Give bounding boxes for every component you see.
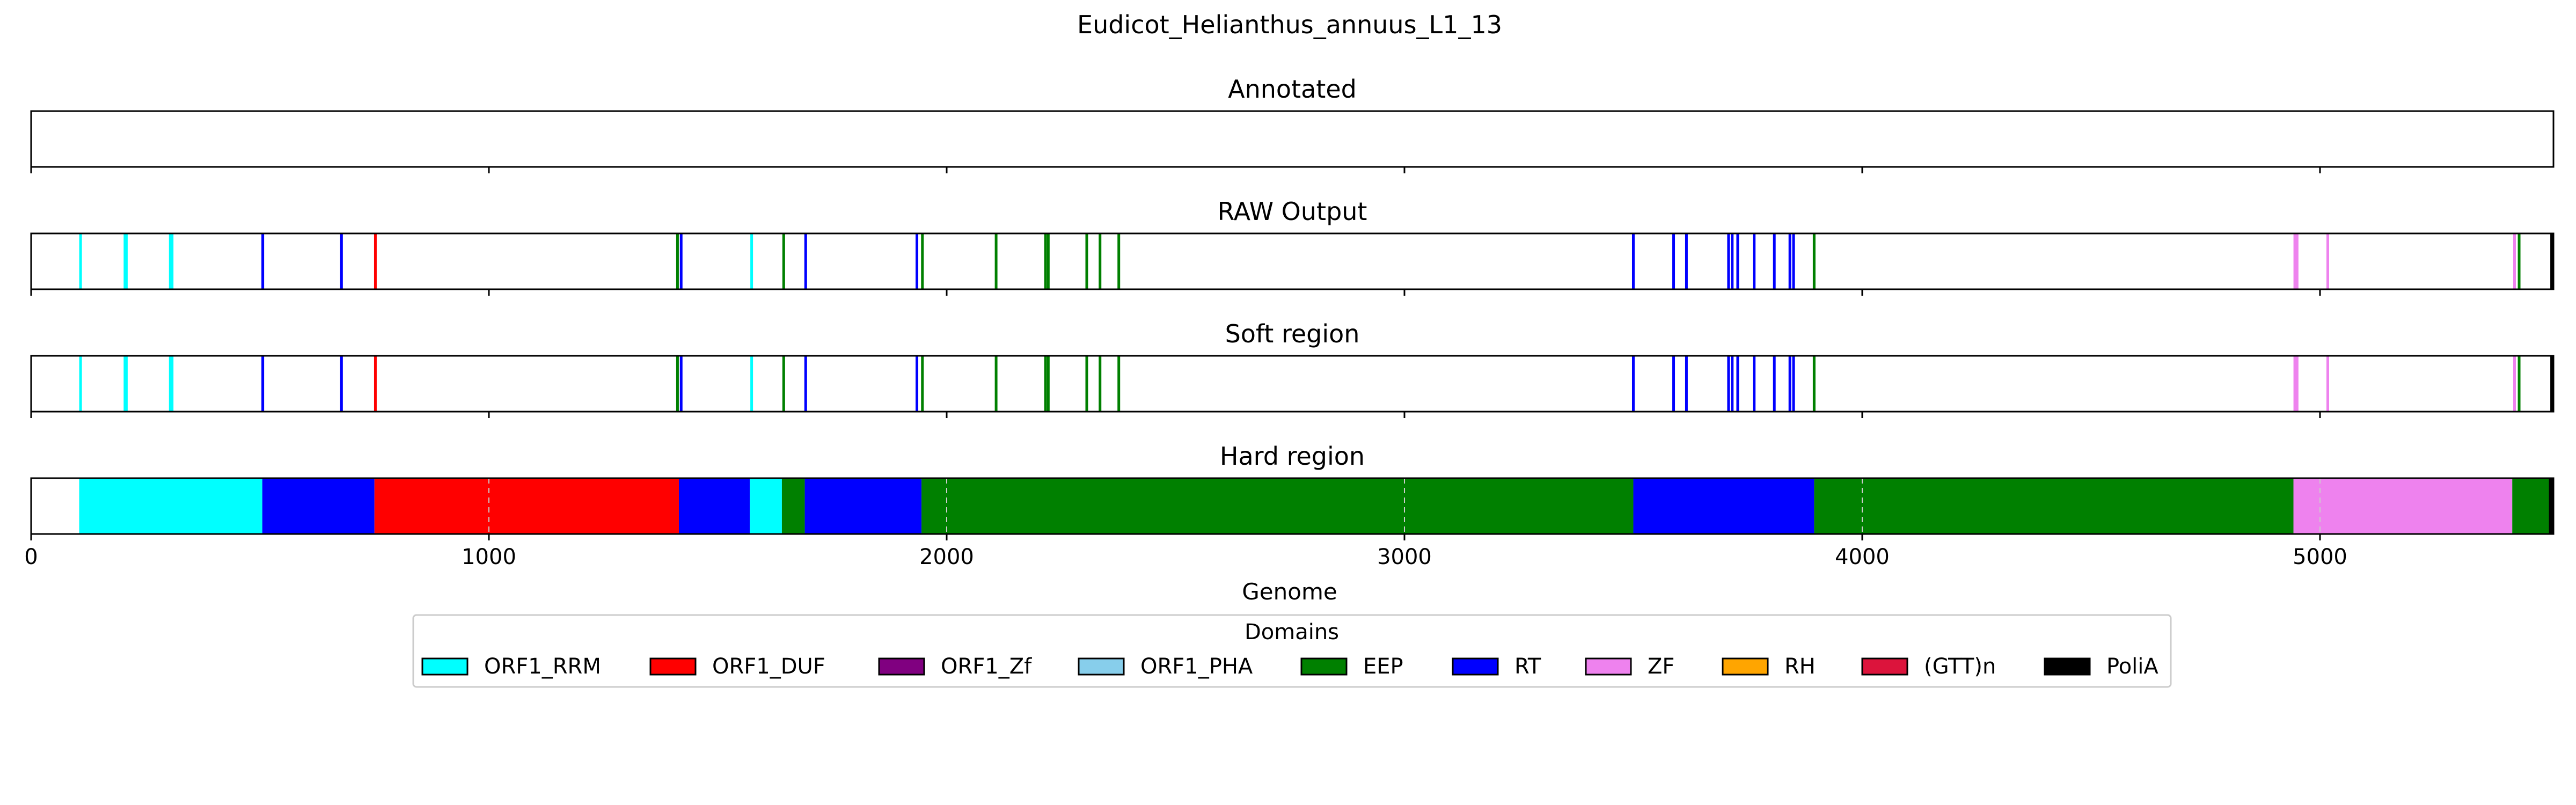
domain-segment bbox=[678, 478, 750, 534]
legend-entry: ORF1_DUF bbox=[649, 654, 825, 679]
legend-swatch bbox=[1861, 657, 1908, 676]
legend-label: EEP bbox=[1363, 654, 1403, 679]
legend-label: ORF1_DUF bbox=[712, 654, 825, 679]
panels-group: Annotated RAW Output Soft region Hard regio… bbox=[30, 75, 2555, 540]
panel-frame bbox=[30, 232, 2555, 290]
legend-entry: ORF1_Zf bbox=[878, 654, 1032, 679]
panel-title: Hard region bbox=[1220, 442, 1365, 471]
domain-segment bbox=[1633, 478, 1814, 534]
domain-segment bbox=[79, 478, 262, 534]
legend-entries: ORF1_RRM ORF1_DUF ORF1_Zf ORF1_PHA EEP RT ZF RH… bbox=[421, 654, 2158, 679]
legend-entry: RH bbox=[1722, 654, 1816, 679]
legend-swatch bbox=[1585, 657, 1632, 676]
legend-swatch bbox=[1452, 657, 1499, 676]
panel-annotated: Annotated bbox=[30, 75, 2555, 173]
legend-swatch bbox=[878, 657, 925, 676]
legend-entry: EEP bbox=[1300, 654, 1403, 679]
domain-segment bbox=[921, 478, 1634, 534]
x-axis-label: Genome bbox=[1242, 579, 1337, 605]
x-tick-label: 4000 bbox=[1835, 545, 1890, 569]
legend-entry: ORF1_RRM bbox=[421, 654, 601, 679]
legend-swatch bbox=[1300, 657, 1348, 676]
x-tick-label: 1000 bbox=[462, 545, 516, 569]
legend-label: RH bbox=[1784, 654, 1816, 679]
x-tick-label: 3000 bbox=[1377, 545, 1432, 569]
domain-segment bbox=[374, 478, 679, 534]
panel-title: Soft region bbox=[1225, 319, 1360, 348]
legend-label: RT bbox=[1514, 654, 1541, 679]
panel-title: RAW Output bbox=[1218, 197, 1367, 226]
panel-soft-region: Soft region bbox=[30, 319, 2555, 418]
legend-entry: ORF1_PHA bbox=[1078, 654, 1253, 679]
legend-label: ORF1_Zf bbox=[941, 654, 1032, 679]
legend-label: (GTT)n bbox=[1924, 654, 1996, 679]
panel-title: Annotated bbox=[1228, 75, 1357, 104]
legend-swatch bbox=[1078, 657, 1125, 676]
legend-label: ZF bbox=[1648, 654, 1674, 679]
legend-entry: ZF bbox=[1585, 654, 1674, 679]
domain-segment bbox=[750, 478, 782, 534]
x-tick-label: 0 bbox=[24, 545, 38, 569]
domain-segment bbox=[1814, 478, 2294, 534]
figure-title: Eudicot_Helianthus_annuus_L1_13 bbox=[1077, 10, 1502, 39]
legend: Domains ORF1_RRM ORF1_DUF ORF1_Zf ORF1_PHA E… bbox=[412, 614, 2172, 688]
domain-segment bbox=[781, 478, 805, 534]
x-axis: Genome 0 1000 2000 3000 4000 5000 bbox=[24, 545, 2347, 605]
panel-raw-output: RAW Output bbox=[30, 197, 2555, 296]
x-tick-label: 5000 bbox=[2293, 545, 2347, 569]
panel-frame bbox=[30, 477, 2555, 535]
panel-frame bbox=[30, 110, 2555, 168]
legend-entry: (GTT)n bbox=[1861, 654, 1996, 679]
domain-segment bbox=[2512, 478, 2549, 534]
legend-label: ORF1_RRM bbox=[484, 654, 601, 679]
x-tick-label: 2000 bbox=[919, 545, 974, 569]
legend-swatch bbox=[649, 657, 697, 676]
legend-title: Domains bbox=[1245, 620, 1339, 645]
legend-swatch bbox=[2044, 657, 2091, 676]
legend-entry: PoliA bbox=[2044, 654, 2158, 679]
legend-swatch bbox=[421, 657, 469, 676]
domain-segment bbox=[262, 478, 375, 534]
domain-segment bbox=[2549, 478, 2553, 534]
legend-label: ORF1_PHA bbox=[1140, 654, 1253, 679]
domain-segment bbox=[804, 478, 922, 534]
panel-frame bbox=[30, 355, 2555, 413]
domain-segment bbox=[2293, 478, 2513, 534]
legend-swatch bbox=[1722, 657, 1769, 676]
legend-label: PoliA bbox=[2106, 654, 2158, 679]
legend-entry: RT bbox=[1452, 654, 1541, 679]
panel-hard-region: Hard region bbox=[30, 442, 2555, 540]
